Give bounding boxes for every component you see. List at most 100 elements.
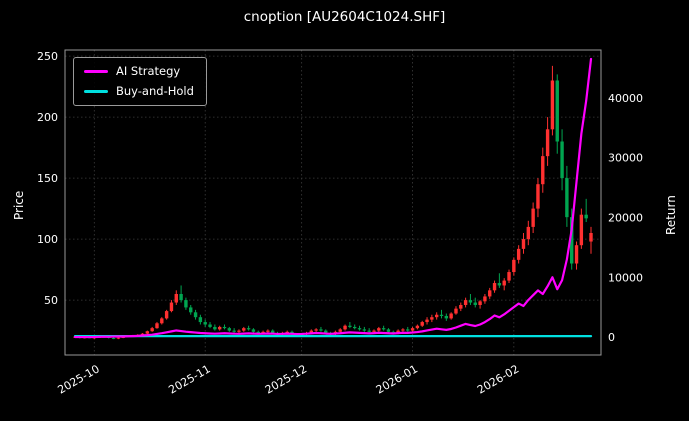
candle-body <box>251 329 256 332</box>
candle-body <box>545 129 550 157</box>
y-tick-label-right: 20000 <box>608 211 643 224</box>
candle-body <box>536 184 540 209</box>
candle-body <box>309 330 313 334</box>
y-tick-label-left: 150 <box>37 172 58 185</box>
candle-body <box>512 259 516 273</box>
candle-body <box>459 304 463 309</box>
candle-body <box>420 322 424 326</box>
candle-body <box>160 318 164 324</box>
candle-body <box>531 208 535 227</box>
candle-body <box>488 290 492 297</box>
y-axis-label-right: Return <box>664 195 678 235</box>
legend-item-ai-strategy: AI Strategy <box>84 64 194 78</box>
y-tick-label-left: 100 <box>37 233 58 246</box>
candle-body <box>502 280 506 286</box>
candle-body <box>425 319 429 323</box>
y-tick-label-left: 200 <box>37 111 58 124</box>
candle-body <box>449 313 453 319</box>
candle-body <box>256 331 260 334</box>
y-tick-label-left: 50 <box>44 294 58 307</box>
candle-body <box>541 156 545 185</box>
candle-body <box>550 80 555 130</box>
candle-body <box>217 326 222 330</box>
candle-body <box>319 329 323 331</box>
candle-body <box>174 294 178 303</box>
candle-body <box>169 302 174 312</box>
x-tick-label: 2025-11 <box>166 362 212 396</box>
candle-body <box>478 301 482 305</box>
candle-body <box>155 323 159 329</box>
candle-body <box>367 330 371 332</box>
candle-body <box>193 312 198 318</box>
legend-label-ai-strategy: AI Strategy <box>116 64 181 78</box>
y-tick-label-right: 40000 <box>608 92 643 105</box>
candle-body <box>208 324 212 327</box>
candle-body <box>362 329 367 331</box>
candle-body <box>406 329 410 331</box>
candle-body <box>213 326 217 330</box>
candle-body <box>222 326 227 329</box>
candle-body <box>463 300 468 305</box>
candle-body <box>439 314 444 316</box>
candle-body <box>444 315 449 319</box>
candle-body <box>555 80 559 142</box>
candle-body <box>570 217 574 264</box>
candle-body <box>396 330 400 334</box>
candle-body <box>111 337 116 339</box>
candle-body <box>589 233 593 242</box>
candle-body <box>324 330 328 334</box>
y-axis-label-left: Price <box>12 190 26 220</box>
candle-body <box>483 296 487 302</box>
candle-body <box>271 330 275 334</box>
candle-body <box>497 283 502 286</box>
chart-title: cnoption [AU2604C1024.SHF] <box>243 9 446 25</box>
ai-strategy-line <box>73 57 593 339</box>
legend-swatch-buy-and-hold <box>84 89 108 93</box>
candle-body <box>381 328 386 330</box>
y-tick-label-left: 250 <box>37 50 58 63</box>
candle-body <box>227 328 232 331</box>
candle-body <box>237 330 241 332</box>
candle-body <box>468 300 473 303</box>
candle-body <box>140 333 145 335</box>
legend: AI Strategy Buy-and-Hold <box>73 57 207 106</box>
candle-body <box>372 330 376 332</box>
candle-body <box>507 272 511 281</box>
plot-border <box>64 49 602 356</box>
candle-body <box>116 337 121 339</box>
candle-body <box>314 329 318 331</box>
candle-body <box>430 317 434 320</box>
candle-body <box>401 329 405 331</box>
legend-swatch-ai-strategy <box>84 70 108 74</box>
candle-body <box>579 214 584 246</box>
candle-body <box>353 326 357 329</box>
candle-body <box>574 245 579 264</box>
legend-item-buy-and-hold: Buy-and-Hold <box>84 83 194 98</box>
candle-body <box>343 325 347 330</box>
candle-body <box>198 317 203 323</box>
candle-body <box>521 239 526 249</box>
candle-body <box>560 141 564 179</box>
candle-body <box>410 328 415 331</box>
legend-label-buy-and-hold: Buy-and-Hold <box>116 83 194 98</box>
candle-body <box>454 308 458 314</box>
candle-body <box>246 328 251 330</box>
x-tick-label: 2026-01 <box>374 362 420 396</box>
y-tick-label-right: 30000 <box>608 152 643 165</box>
candle-body <box>232 330 236 332</box>
candle-body <box>242 328 246 331</box>
candle-body <box>357 328 362 330</box>
candle-body <box>150 328 154 332</box>
x-tick-label: 2026-02 <box>475 362 521 396</box>
candle-body <box>415 325 420 329</box>
candle-body <box>261 331 265 334</box>
candle-body <box>184 300 188 308</box>
candle-body <box>565 178 569 218</box>
candle-body <box>203 322 207 325</box>
candle-body <box>584 214 588 219</box>
candle-body <box>516 248 521 260</box>
candle-body <box>434 314 439 318</box>
candle-body <box>189 307 193 313</box>
